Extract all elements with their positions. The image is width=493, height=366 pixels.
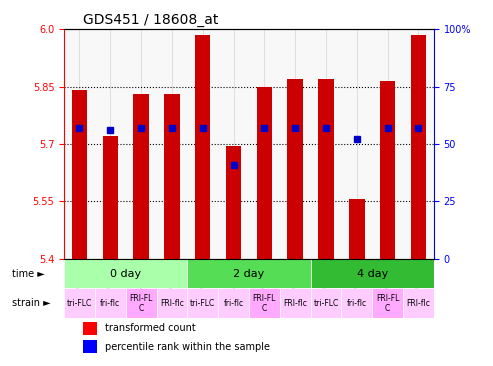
- Bar: [95, 288, 126, 318]
- Bar: [64, 288, 95, 318]
- Bar: [411, 35, 426, 259]
- Text: GDS451 / 18608_at: GDS451 / 18608_at: [83, 13, 218, 27]
- Text: 2 day: 2 day: [233, 269, 265, 279]
- Text: tri-FLC: tri-FLC: [190, 299, 215, 308]
- Bar: [311, 288, 341, 318]
- Text: transformed count: transformed count: [105, 324, 196, 333]
- Bar: [341, 288, 372, 318]
- Text: fri-flc: fri-flc: [223, 299, 244, 308]
- Text: FRI-FL
C: FRI-FL C: [376, 294, 399, 313]
- Bar: [349, 199, 364, 259]
- Bar: [83, 322, 97, 335]
- Text: percentile rank within the sample: percentile rank within the sample: [105, 342, 270, 352]
- Bar: [218, 288, 249, 318]
- Text: FRI-flc: FRI-flc: [283, 299, 307, 308]
- Text: strain ►: strain ►: [12, 298, 50, 309]
- Text: FRI-flc: FRI-flc: [160, 299, 184, 308]
- Text: FRI-flc: FRI-flc: [407, 299, 430, 308]
- Bar: [403, 288, 434, 318]
- Bar: [311, 259, 434, 288]
- Bar: [126, 288, 157, 318]
- Text: time ►: time ►: [12, 269, 44, 279]
- Text: FRI-FL
C: FRI-FL C: [130, 294, 153, 313]
- Bar: [226, 146, 241, 259]
- Text: tri-FLC: tri-FLC: [314, 299, 339, 308]
- Text: fri-flc: fri-flc: [100, 299, 120, 308]
- Bar: [157, 288, 187, 318]
- Bar: [318, 79, 334, 259]
- Bar: [380, 81, 395, 259]
- Text: tri-FLC: tri-FLC: [67, 299, 92, 308]
- Bar: [187, 259, 311, 288]
- Text: FRI-FL
C: FRI-FL C: [253, 294, 276, 313]
- Bar: [249, 288, 280, 318]
- Bar: [64, 259, 187, 288]
- Bar: [195, 35, 211, 259]
- Bar: [372, 288, 403, 318]
- Bar: [164, 94, 179, 259]
- Bar: [103, 136, 118, 259]
- Text: 4 day: 4 day: [356, 269, 388, 279]
- Bar: [187, 288, 218, 318]
- Bar: [287, 79, 303, 259]
- Bar: [280, 288, 311, 318]
- Text: fri-flc: fri-flc: [347, 299, 367, 308]
- Bar: [257, 87, 272, 259]
- Text: 0 day: 0 day: [110, 269, 141, 279]
- Bar: [72, 90, 87, 259]
- Bar: [134, 94, 149, 259]
- Bar: [83, 340, 97, 353]
